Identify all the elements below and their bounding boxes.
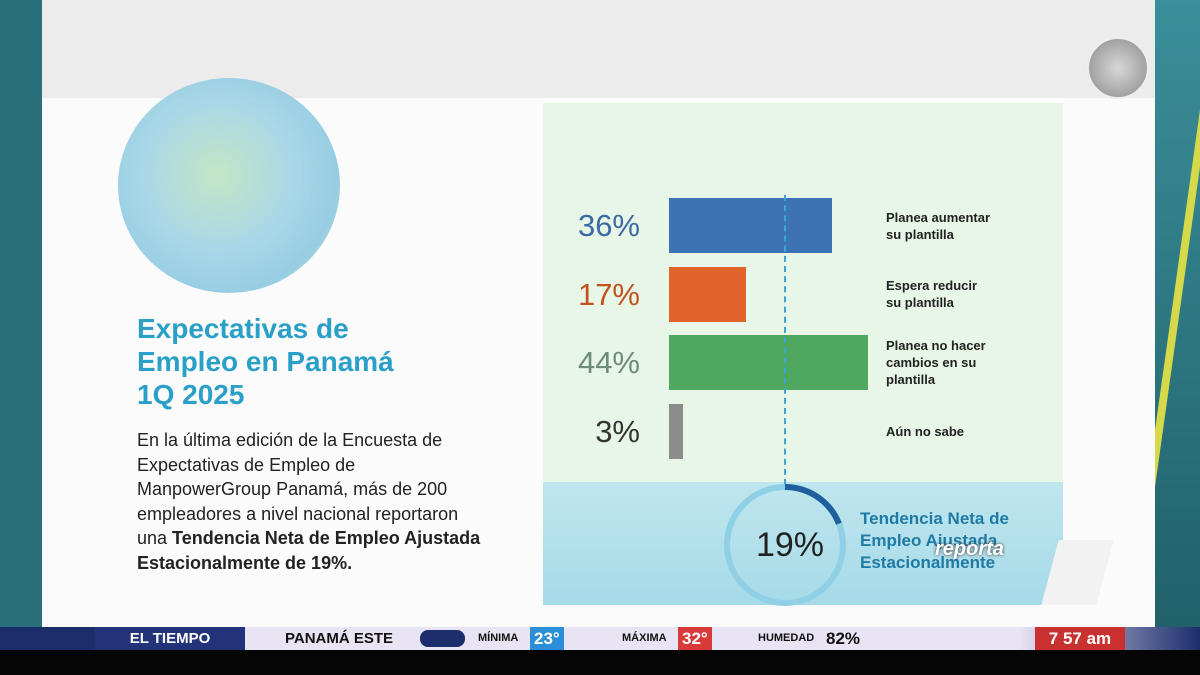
value-label: 44% <box>577 345 640 380</box>
net-caption: Tendencia Neta de Empleo Ajustada Estacion… <box>860 508 1009 574</box>
humidity-value: 82% <box>826 629 861 648</box>
category-label: Aún no sabe <box>886 423 964 440</box>
gauge-label: 19% <box>756 526 824 564</box>
text-line: Espera reducir <box>886 278 978 293</box>
text-line: su plantilla <box>886 295 954 310</box>
text-line: Estacionalmente <box>860 553 996 572</box>
text-line: 1Q 2025 <box>137 379 245 410</box>
body-text: En la última edición de la Encuesta de E… <box>137 428 482 575</box>
bar <box>669 335 868 390</box>
max-label: MÁXIMA <box>622 632 667 644</box>
net-panel <box>543 482 1063 605</box>
title: Expectativas de Empleo en Panamá 1Q 2025 <box>137 312 394 411</box>
chart-panel <box>543 103 1063 483</box>
gauge: 19% <box>724 484 846 606</box>
body-bold: Tendencia Neta de Empleo Ajustada Estaci… <box>137 528 481 573</box>
bottom-black <box>0 650 1200 675</box>
ticker-bar <box>0 627 1200 650</box>
text-line: Tendencia Neta de <box>860 509 1009 528</box>
text-line: Empleo Ajustada <box>860 531 998 550</box>
text-line: Expectativas de <box>137 313 349 344</box>
text-line: Planea no hacer <box>886 338 986 353</box>
bar <box>669 198 832 253</box>
category-label: Planea aumentar su plantilla <box>886 209 990 243</box>
category-label: Planea no hacer cambios en su plantilla <box>886 337 986 388</box>
ticker-location: PANAMÁ ESTE <box>285 630 394 647</box>
globe <box>118 78 340 293</box>
text-line: Aún no sabe <box>886 423 965 439</box>
value-label: 36% <box>577 208 640 243</box>
text-line: Empleo en Panamá <box>137 346 394 377</box>
ticker-time: 7 57 am <box>1035 627 1125 650</box>
text-line: Planea aumentar <box>886 209 991 225</box>
humidity-label: HUMEDAD <box>758 632 815 644</box>
channel-logo <box>1087 37 1149 99</box>
logo-text: reporta <box>935 538 1004 560</box>
min-label: MÍNIMA <box>478 632 519 644</box>
gauge-arc <box>784 484 842 525</box>
bar <box>669 266 746 322</box>
dashed-line <box>784 195 786 485</box>
min-value: 23° <box>530 627 564 650</box>
text-line: plantilla <box>886 372 936 387</box>
bar <box>669 403 683 459</box>
category-label: Espera reducir su plantilla <box>886 277 977 311</box>
value-label: 17% <box>577 276 640 312</box>
max-value: 32° <box>678 627 712 650</box>
value-label: 3% <box>595 413 640 449</box>
text-line: cambios en su <box>886 355 977 370</box>
text-line: su plantilla <box>886 226 954 242</box>
weather-icon <box>420 630 465 647</box>
body-plain: En la última edición de la Encuesta de E… <box>137 430 459 548</box>
right-edge <box>1155 0 1200 675</box>
ticker-section: EL TIEMPO <box>95 627 245 650</box>
